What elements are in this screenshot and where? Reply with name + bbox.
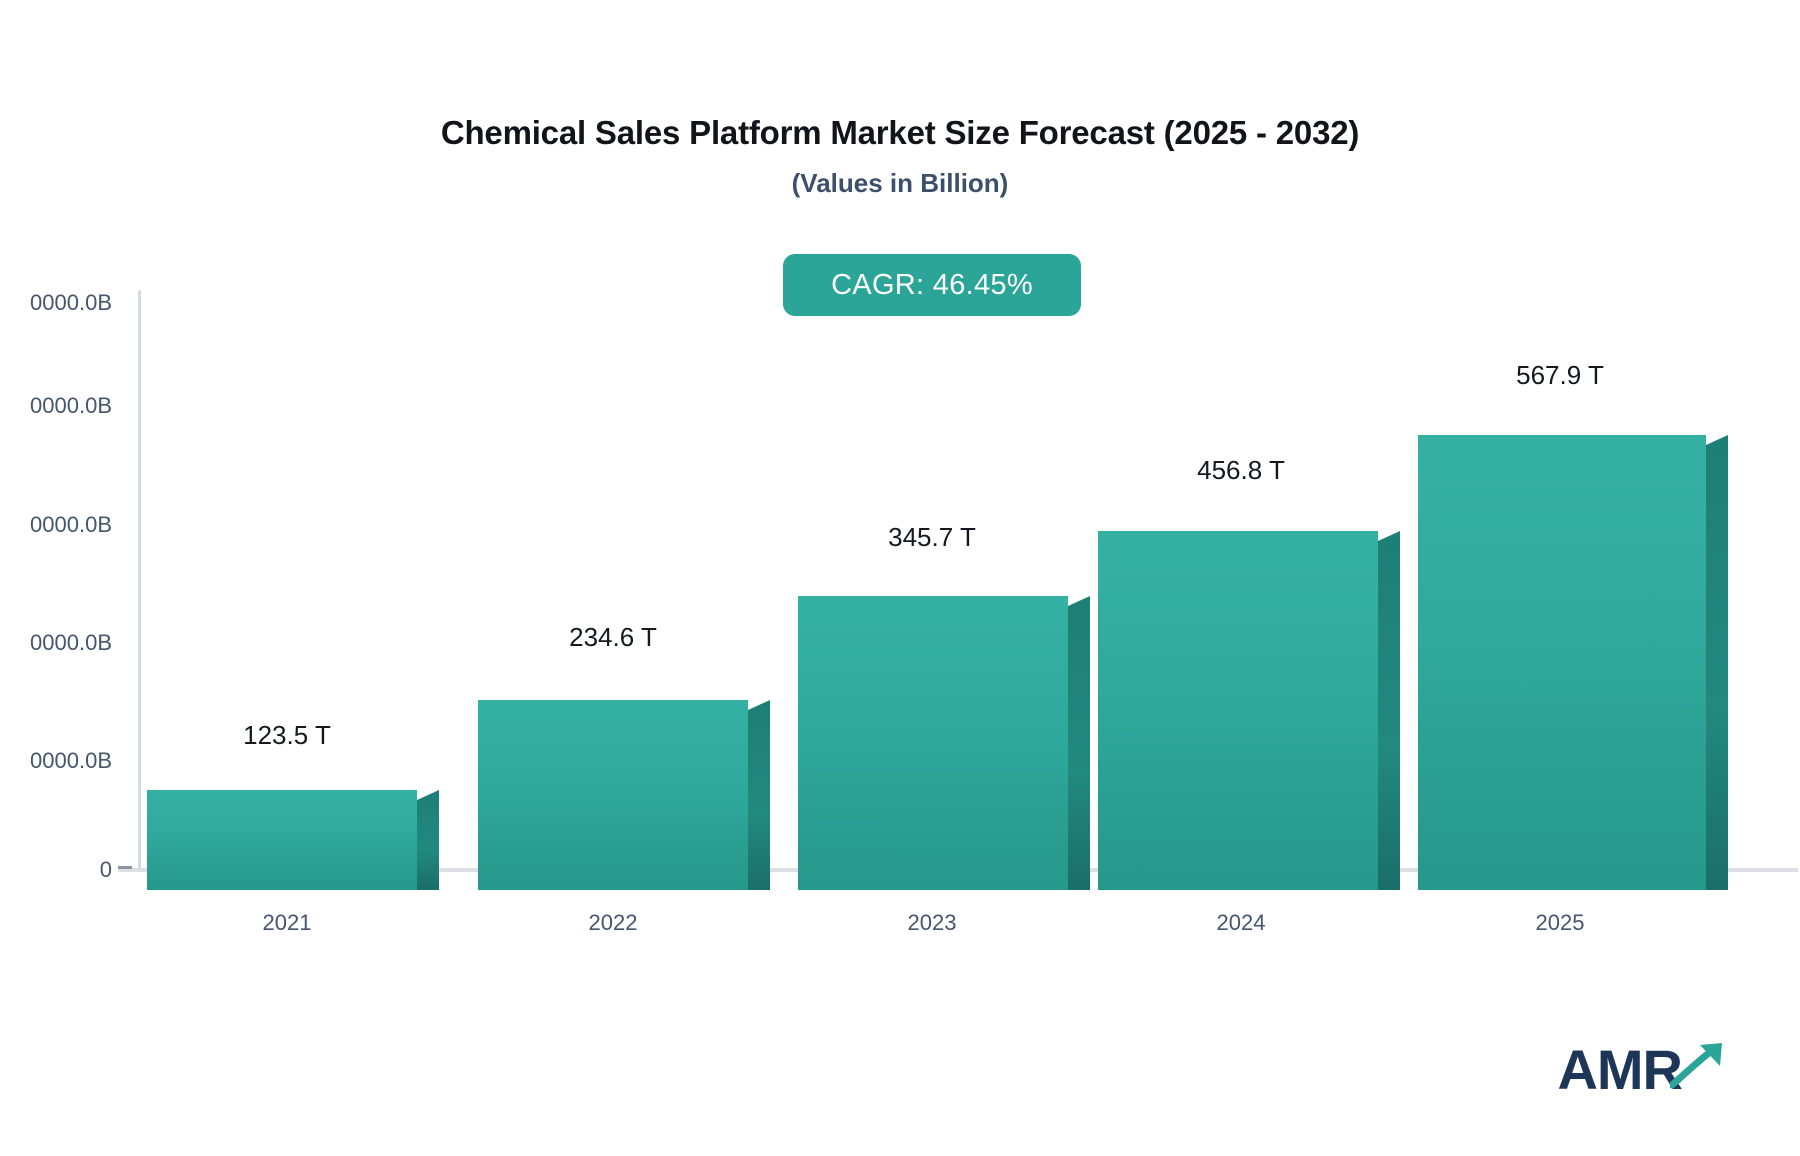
page-title: Chemical Sales Platform Market Size Fore… (440, 114, 1360, 151)
x-tick-label-2021: 2021 (262, 910, 312, 935)
bar-2021-face (147, 790, 417, 890)
y-axis-line (138, 290, 141, 870)
bar-2022-face (478, 700, 748, 890)
bar-2025 (1418, 435, 1728, 890)
y-tick-label-1: 0000.0B (30, 748, 112, 773)
y-tick-label-5: 0000.0B (30, 290, 112, 315)
bar-value-2021: 123.5 T (243, 720, 331, 750)
bar-value-2023: 345.7 T (888, 522, 976, 552)
bar-2024-side (1378, 531, 1400, 890)
bar-value-2025: 567.9 T (1516, 360, 1604, 390)
bar-2021-side (417, 790, 439, 890)
x-tick-label-2022: 2022 (588, 910, 638, 935)
bar-2025-face (1418, 435, 1706, 890)
plot-area: 0000.0B 0000.0B 0000.0B 0000.0B 0000.0B … (0, 280, 1800, 890)
bar-2025-side (1706, 435, 1728, 890)
y-tick-label-0: 0 (99, 857, 112, 882)
bar-2022 (478, 700, 770, 890)
x-tick-label-2025: 2025 (1535, 910, 1585, 935)
x-tick-label-2023: 2023 (907, 910, 957, 935)
y-tick-label-4: 0000.0B (30, 393, 112, 418)
bar-2022-side (748, 700, 770, 890)
cagr-badge: CAGR: 46.45% (783, 254, 1081, 316)
bar-2023-face (798, 596, 1068, 890)
bar-2023 (798, 596, 1090, 890)
chart-subtitle: (Values in Billion) (791, 168, 1009, 198)
y-axis-zero-tick-mark (118, 866, 132, 869)
bar-2024 (1098, 531, 1400, 890)
x-tick-label-2024: 2024 (1216, 910, 1266, 935)
cagr-badge-label: CAGR: 46.45% (831, 268, 1033, 301)
bar-value-2024: 456.8 T (1197, 455, 1285, 485)
amr-logo-text: AMR (1557, 1038, 1683, 1101)
bar-value-2022: 234.6 T (569, 622, 657, 652)
y-tick-label-2: 0000.0B (30, 630, 112, 655)
up-right-arrow-icon (1668, 1039, 1730, 1094)
bar-2023-side (1068, 596, 1090, 890)
bar-2024-face (1098, 531, 1378, 890)
amr-logo: AMR (1557, 1039, 1730, 1098)
y-tick-label-3: 0000.0B (30, 512, 112, 537)
bar-2021 (147, 790, 439, 890)
